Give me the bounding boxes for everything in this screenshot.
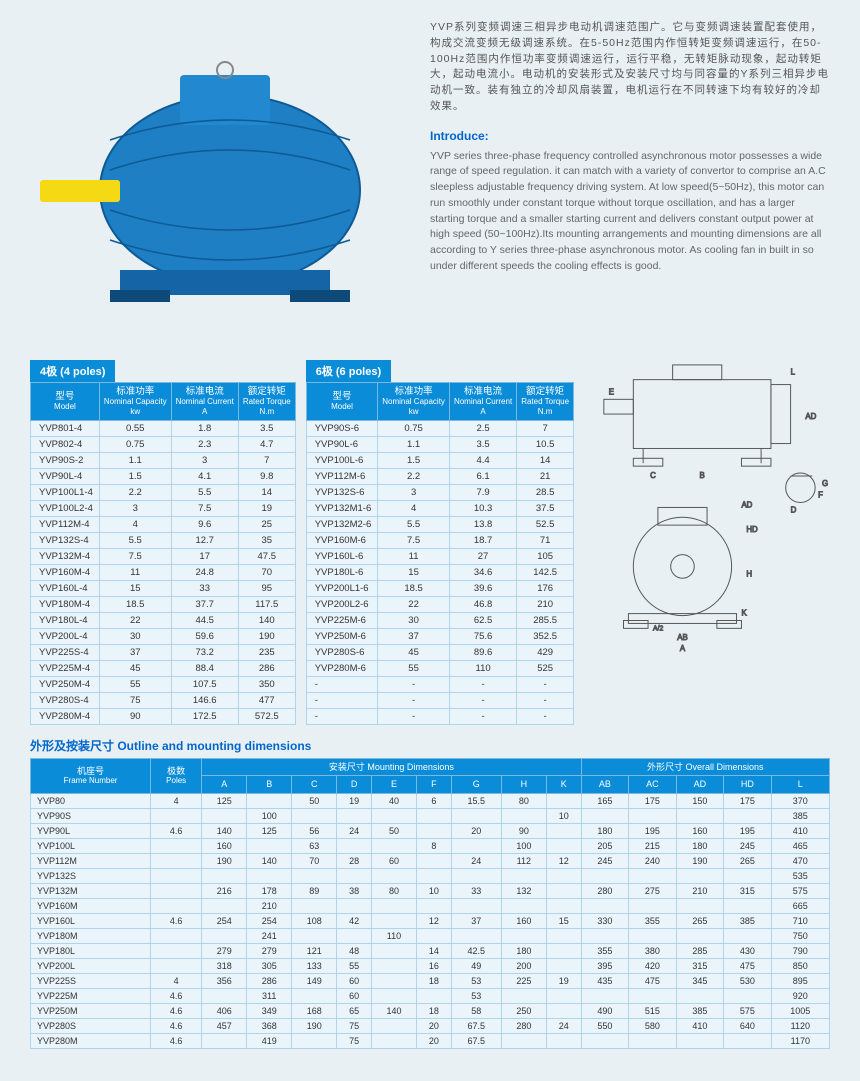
table-row: YVP200L2-62246.8210	[306, 596, 573, 612]
table-row: YVP112M-449.625	[31, 516, 296, 532]
introduce-heading: Introduce:	[430, 127, 830, 145]
svg-text:L: L	[791, 368, 796, 377]
dimension-diagrams: B C L E AD G D F AB	[584, 360, 830, 660]
spec-table-4pole: 型号Model 标准功率Nominal Capacitykw 标准电流Nomin…	[30, 382, 296, 725]
table-row: YVP160M210665	[31, 899, 830, 914]
svg-text:C: C	[650, 471, 656, 480]
svg-text:AD: AD	[805, 412, 816, 421]
table-row: YVP132M1-6410.337.5	[306, 500, 573, 516]
table-4pole-title: 4极 (4 poles)	[30, 360, 115, 382]
svg-text:AD: AD	[742, 500, 753, 509]
svg-text:A/2: A/2	[653, 625, 663, 632]
table-row: YVP225S435628614960185322519435475345530…	[31, 974, 830, 989]
table-row: YVP90L-41.54.19.8	[31, 468, 296, 484]
table-row: YVP90S-21.137	[31, 452, 296, 468]
svg-text:F: F	[818, 491, 823, 500]
table-row: YVP100L160638100205215180245465	[31, 839, 830, 854]
table-row: YVP90S10010385	[31, 809, 830, 824]
table-row: YVP90L4.61401255624502090180195160195410	[31, 824, 830, 839]
table-row: YVP132M216178893880103313228027521031557…	[31, 884, 830, 899]
svg-text:E: E	[609, 387, 614, 396]
table-row: YVP100L-61.54.414	[306, 452, 573, 468]
table-row: YVP225M4.63116053920	[31, 989, 830, 1004]
spec-table-6pole: 型号Model 标准功率Nominal Capacitykw 标准电流Nomin…	[306, 382, 574, 725]
table-row: YVP225S-43773.2235	[31, 644, 296, 660]
table-row: YVP801-40.551.83.5	[31, 420, 296, 436]
table-row: YVP160M-41124.870	[31, 564, 296, 580]
table-row: YVP280M4.6419752067.51170	[31, 1034, 830, 1049]
table-row: YVP160L4.6254254108421237160153303552653…	[31, 914, 830, 929]
table-row: YVP112M-62.26.121	[306, 468, 573, 484]
mounting-table: 机座号Frame Number 极数Poles 安装尺寸 Mounting Di…	[30, 758, 830, 1050]
table-row: YVP90L-61.13.510.5	[306, 436, 573, 452]
table-row: YVP280S4.6457368190752067.52802455058041…	[31, 1019, 830, 1034]
table-row: YVP280S-64589.6429	[306, 644, 573, 660]
description-chinese: YVP系列变频调速三相异步电动机调速范围广。它与变频调速装置配套使用，构成交流变…	[430, 20, 830, 115]
table-row: YVP132M2-65.513.852.5	[306, 516, 573, 532]
table-row: YVP200L-43059.6190	[31, 628, 296, 644]
svg-text:D: D	[791, 505, 797, 514]
table-row: YVP112M190140702860241121224524019026547…	[31, 854, 830, 869]
table-row: YVP180L-42244.5140	[31, 612, 296, 628]
table-row: ----	[306, 676, 573, 692]
table-row: YVP180L-61534.6142.5	[306, 564, 573, 580]
table-row: YVP180M241110750	[31, 929, 830, 944]
table-row: YVP160L-4153395	[31, 580, 296, 596]
table-row: YVP160L-61127105	[306, 548, 573, 564]
svg-text:B: B	[700, 471, 705, 480]
table-6pole-title: 6极 (6 poles)	[306, 360, 391, 382]
svg-text:K: K	[742, 609, 748, 618]
table-row: YVP132S-637.928.5	[306, 484, 573, 500]
motor-product-image	[30, 20, 410, 340]
table-row: YVP90S-60.752.57	[306, 420, 573, 436]
table-row: YVP225M-63062.5285.5	[306, 612, 573, 628]
table-row: YVP160M-67.518.771	[306, 532, 573, 548]
table-row: YVP132S535	[31, 869, 830, 884]
table-row: YVP200L318305133551649200395420315475850	[31, 959, 830, 974]
svg-text:G: G	[822, 479, 828, 488]
table-row: YVP180L279279121481442.51803553802854307…	[31, 944, 830, 959]
table-row: YVP802-40.752.34.7	[31, 436, 296, 452]
svg-text:A: A	[680, 644, 686, 653]
svg-text:H: H	[746, 569, 752, 578]
table-row: YVP250M-455107.5350	[31, 676, 296, 692]
table-row: YVP804125501940615.580165175150175370	[31, 794, 830, 809]
table-row: YVP100L1-42.25.514	[31, 484, 296, 500]
table-row: YVP200L1-618.539.6176	[306, 580, 573, 596]
table-row: YVP225M-44588.4286	[31, 660, 296, 676]
table-row: YVP100L2-437.519	[31, 500, 296, 516]
table-row: YVP280S-475146.6477	[31, 692, 296, 708]
table-row: YVP250M-63775.6352.5	[306, 628, 573, 644]
description-english: YVP series three-phase frequency control…	[430, 149, 830, 275]
svg-text:AB: AB	[677, 633, 687, 642]
outline-heading: 外形及按装尺寸 Outline and mounting dimensions	[30, 737, 830, 754]
table-row: YVP280M-655110525	[306, 660, 573, 676]
table-row: YVP132M-47.51747.5	[31, 548, 296, 564]
table-row: YVP180M-418.537.7117.5	[31, 596, 296, 612]
table-row: YVP280M-490172.5572.5	[31, 708, 296, 724]
table-row: ----	[306, 708, 573, 724]
table-row: ----	[306, 692, 573, 708]
table-row: YVP250M4.6406349168651401858250490515385…	[31, 1004, 830, 1019]
svg-text:HD: HD	[746, 525, 758, 534]
table-row: YVP132S-45.512.735	[31, 532, 296, 548]
